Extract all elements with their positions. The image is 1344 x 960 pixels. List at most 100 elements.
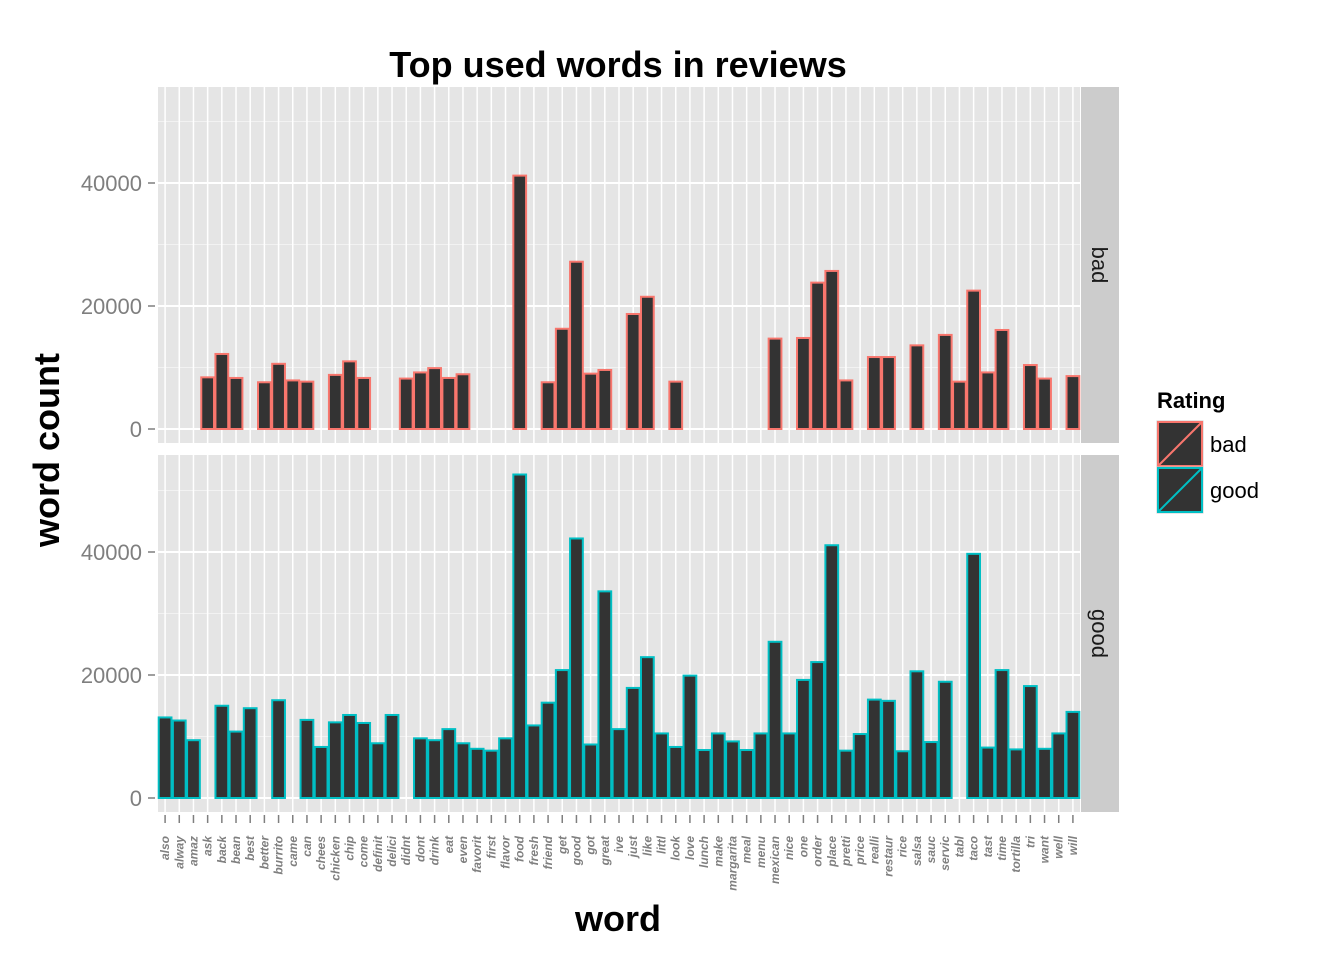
bar-bad-burrito bbox=[271, 362, 286, 430]
x-tick-label: sauc bbox=[924, 836, 938, 864]
x-tick-label: get bbox=[555, 835, 569, 855]
x-tick-label: bean bbox=[229, 836, 243, 864]
bar-good-littl bbox=[654, 732, 669, 799]
x-tick-label: place bbox=[825, 836, 839, 868]
bar-bad-chicken bbox=[327, 373, 343, 431]
bar-bad-just bbox=[625, 312, 641, 430]
bar-bad-better bbox=[257, 381, 272, 431]
x-tick-label: also bbox=[158, 836, 172, 860]
x-tick-label: came bbox=[286, 836, 300, 867]
x-tick-label: ive bbox=[612, 836, 626, 853]
x-tick-label: taco bbox=[967, 836, 981, 861]
bar-bad-look bbox=[668, 380, 684, 430]
x-tick-label: servic bbox=[938, 836, 952, 871]
legend-label-good: good bbox=[1210, 478, 1259, 503]
legend-key-bad bbox=[1156, 420, 1204, 468]
bar-good-like bbox=[639, 656, 655, 799]
bar-bad-servic bbox=[937, 333, 953, 430]
legend-swatch-slash bbox=[1157, 467, 1203, 513]
bar-good-nice bbox=[781, 732, 797, 799]
bar-good-taco bbox=[966, 552, 981, 799]
bar-good-want bbox=[1037, 747, 1052, 799]
bar-good-alway bbox=[171, 719, 187, 800]
legend-swatch-slash bbox=[1157, 421, 1203, 467]
chart-title: Top used words in reviews bbox=[389, 44, 846, 85]
bar-good-make bbox=[710, 732, 726, 799]
x-tick-label: lunch bbox=[697, 836, 711, 868]
x-axis-title: word bbox=[574, 898, 661, 939]
x-tick-label: come bbox=[357, 836, 371, 868]
bar-good-order bbox=[810, 661, 825, 800]
legend: Rating bad good bbox=[1156, 388, 1259, 514]
bar-good-come bbox=[356, 721, 372, 799]
y-axis-title: word count bbox=[26, 353, 67, 548]
bar-bad-place bbox=[824, 269, 840, 430]
bar-bad-time bbox=[994, 328, 1010, 430]
x-tick-label: delici bbox=[385, 835, 399, 866]
bar-bad-can bbox=[299, 380, 315, 430]
bar-good-definit bbox=[370, 742, 386, 800]
x-tick-label: didnt bbox=[399, 835, 413, 865]
x-tick-label: margarita bbox=[725, 836, 739, 891]
bar-good-got bbox=[583, 743, 599, 799]
bar-bad-got bbox=[583, 372, 599, 430]
x-axis-ticks: also alway amaz ask back bean best better burrit… bbox=[158, 815, 1080, 891]
bar-good-favorit bbox=[469, 747, 485, 799]
bar-good-chees bbox=[313, 745, 329, 800]
x-tick-label: good bbox=[569, 835, 583, 866]
x-tick-label: better bbox=[257, 835, 271, 870]
bar-bad-great bbox=[597, 368, 613, 430]
bar-bad-drink bbox=[427, 367, 442, 430]
x-tick-label: friend bbox=[541, 835, 555, 869]
x-tick-label: even bbox=[456, 836, 470, 863]
x-tick-label: tri bbox=[1023, 835, 1037, 848]
y-tick-label: 0 bbox=[130, 786, 142, 811]
bar-good-lunch bbox=[696, 749, 712, 800]
bar-good-just bbox=[625, 686, 641, 799]
bar-bad-order bbox=[810, 281, 825, 430]
facet-label-good: good bbox=[1087, 609, 1112, 658]
x-tick-label: pretti bbox=[839, 835, 853, 867]
bar-good-pretti bbox=[838, 749, 854, 800]
bar-good-friend bbox=[540, 701, 556, 799]
bar-good-tortilla bbox=[1008, 748, 1024, 799]
x-tick-label: tortilla bbox=[1009, 836, 1023, 873]
x-tick-label: back bbox=[215, 835, 229, 864]
bar-good-get bbox=[554, 669, 570, 800]
bar-good-good bbox=[569, 537, 584, 799]
x-tick-label: like bbox=[640, 836, 654, 856]
x-tick-label: food bbox=[513, 835, 527, 862]
bar-bad-mexican bbox=[767, 337, 783, 430]
bar-good-servic bbox=[937, 680, 953, 800]
bar-good-food bbox=[512, 473, 528, 799]
bar-bad-come bbox=[356, 376, 372, 430]
facet-panel-good: 0 20000 40000 bbox=[81, 455, 1081, 812]
bar-good-margarita bbox=[725, 740, 740, 799]
bar-good-drink bbox=[427, 739, 442, 800]
bar-bad-chip bbox=[342, 360, 357, 431]
y-tick-label: 20000 bbox=[81, 294, 142, 319]
x-tick-label: burrito bbox=[272, 836, 286, 875]
bar-bad-came bbox=[285, 379, 301, 431]
x-tick-label: love bbox=[683, 836, 697, 860]
bar-good-even bbox=[455, 742, 471, 800]
x-tick-label: make bbox=[711, 836, 725, 867]
x-tick-label: alway bbox=[172, 835, 186, 869]
bar-good-delici bbox=[384, 713, 400, 799]
bar-bad-friend bbox=[540, 381, 556, 431]
x-tick-label: chicken bbox=[328, 836, 342, 881]
x-tick-label: can bbox=[300, 836, 314, 857]
facet-label-bad: bad bbox=[1087, 247, 1112, 284]
x-tick-label: just bbox=[626, 835, 640, 859]
x-tick-label: drink bbox=[428, 835, 442, 866]
bar-good-love bbox=[682, 674, 698, 799]
bar-good-price bbox=[852, 733, 868, 799]
legend-items: bad good bbox=[1156, 420, 1259, 514]
bar-good-salsa bbox=[909, 670, 925, 799]
bar-good-best bbox=[242, 707, 258, 800]
bar-good-restaur bbox=[881, 699, 896, 800]
bar-good-menu bbox=[753, 732, 769, 799]
bar-bad-eat bbox=[441, 376, 457, 430]
x-tick-label: ask bbox=[201, 835, 215, 856]
